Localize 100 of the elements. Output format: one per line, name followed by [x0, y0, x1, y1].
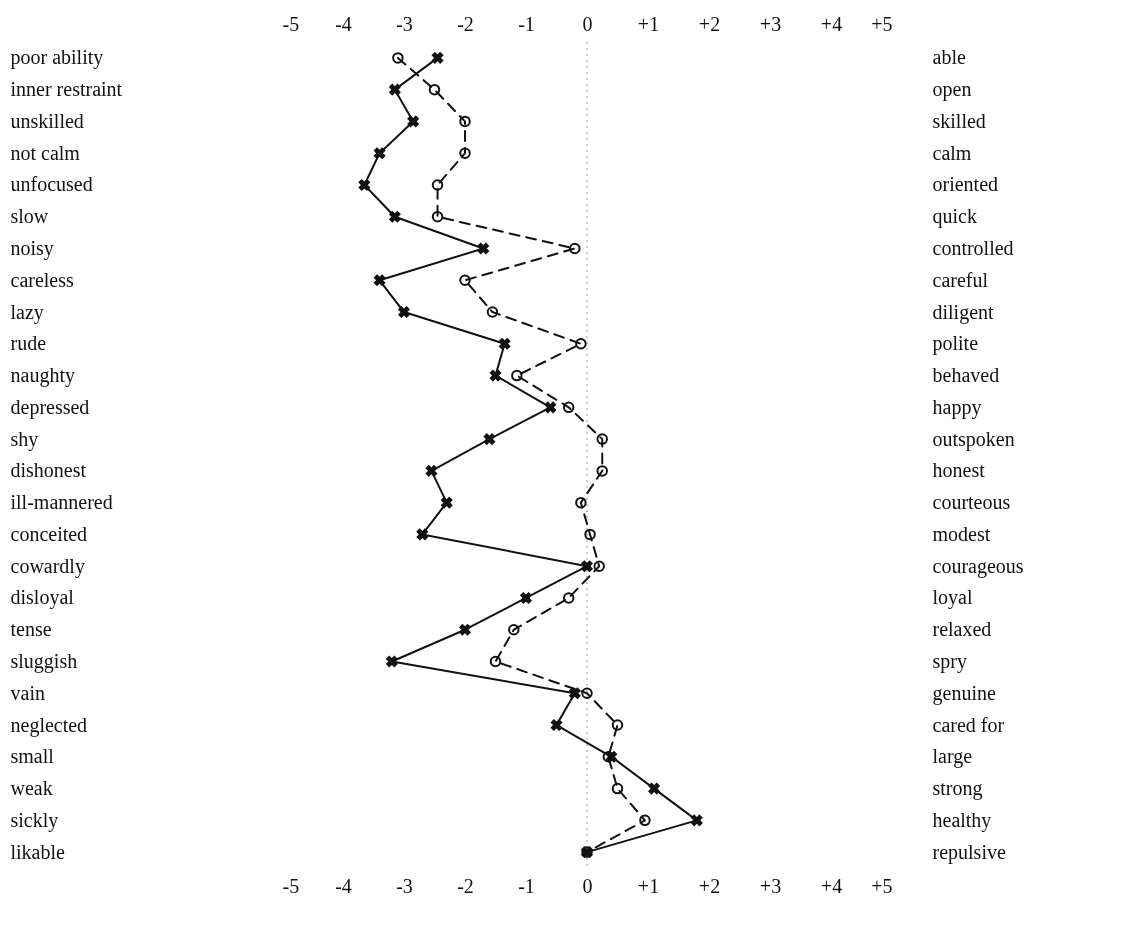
y-tick-label: inner restraint — [10, 78, 123, 101]
x-tick-label: +4 — [820, 12, 843, 35]
y-tick-label: sluggish — [10, 650, 78, 673]
point — [486, 306, 499, 318]
point — [407, 115, 420, 128]
y2-tick-label: relaxed — [932, 618, 992, 641]
point — [477, 242, 490, 255]
y2-tick-label: calm — [932, 141, 972, 164]
y-tick-label: unfocused — [10, 173, 93, 196]
point — [373, 274, 386, 287]
x2-tick-label: -4 — [335, 874, 352, 897]
y-tick-label: vain — [10, 681, 45, 704]
y2-tick-label: diligent — [932, 300, 995, 324]
point — [416, 528, 429, 541]
y2-tick-label: courteous — [932, 491, 1011, 514]
point — [562, 592, 575, 604]
point — [508, 624, 520, 636]
point — [568, 687, 581, 700]
point — [431, 211, 444, 223]
y2-tick-label: repulsive — [932, 840, 1006, 864]
point — [575, 338, 587, 350]
point — [459, 274, 471, 286]
point — [388, 210, 401, 223]
y-tick-label: slow — [10, 205, 49, 228]
y-tick-label: neglected — [10, 713, 88, 737]
x-tick-label: -1 — [518, 12, 535, 35]
point — [373, 147, 386, 160]
y2-tick-label: careful — [932, 268, 989, 291]
y2-tick-label: modest — [932, 522, 991, 545]
point — [458, 623, 472, 636]
y2-tick-label: skilled — [932, 109, 986, 132]
x-tick-label: -2 — [457, 12, 474, 35]
point — [690, 814, 703, 827]
point — [593, 560, 605, 572]
point — [498, 337, 511, 350]
point — [550, 718, 563, 732]
y-tick-label: ill-mannered — [10, 491, 113, 514]
y2-tick-label: behaved — [932, 364, 1000, 387]
point — [397, 305, 411, 319]
y2-tick-label: large — [932, 745, 973, 769]
y2-tick-label: courageous — [932, 554, 1024, 578]
point — [489, 655, 502, 668]
y2-tick-label: polite — [932, 332, 979, 356]
x2-tick-label: +1 — [637, 874, 660, 897]
x-tick-label: -3 — [396, 12, 413, 35]
point — [358, 178, 371, 192]
point — [519, 591, 533, 605]
y-tick-label: tense — [10, 618, 52, 641]
x2-tick-label: -1 — [518, 874, 535, 897]
y-tick-label: likable — [10, 840, 66, 863]
point — [511, 369, 523, 382]
x2-tick-label: +5 — [871, 874, 893, 897]
point — [392, 52, 404, 64]
point — [489, 369, 502, 382]
x2-tick-label: -2 — [457, 874, 474, 897]
x-tick-label: +3 — [759, 12, 782, 35]
x-tick-label: -5 — [282, 12, 300, 35]
point — [428, 83, 441, 96]
y2-tick-label: happy — [932, 395, 982, 419]
y-tick-label: careless — [10, 268, 75, 291]
x2-tick-label: -3 — [396, 874, 413, 897]
point — [596, 465, 608, 477]
point — [431, 51, 444, 64]
x-tick-label: +2 — [698, 12, 721, 35]
y2-tick-label: genuine — [932, 681, 996, 705]
point — [575, 496, 587, 509]
point — [611, 782, 624, 795]
y-tick-label: depressed — [10, 395, 90, 419]
y-tick-label: noisy — [10, 237, 54, 260]
y2-tick-label: strong — [932, 777, 983, 801]
point — [596, 433, 608, 445]
x-tick-label: +5 — [871, 12, 893, 35]
x-tick-label: 0 — [582, 12, 593, 35]
y-tick-label: shy — [10, 427, 39, 451]
x-tick-label: -4 — [335, 12, 352, 35]
y2-tick-label: controlled — [932, 237, 1014, 259]
point — [440, 496, 453, 509]
point — [569, 242, 581, 255]
y2-tick-label: cared for — [932, 713, 1005, 736]
y2-tick-label: outspoken — [932, 427, 1015, 451]
y2-tick-label: honest — [932, 459, 986, 482]
y-tick-label: sickly — [10, 808, 59, 832]
x-tick-label: +1 — [637, 12, 660, 35]
y-tick-label: cowardly — [10, 554, 85, 578]
point — [648, 782, 661, 795]
y2-tick-label: able — [932, 46, 966, 69]
x2-tick-label: -5 — [282, 874, 300, 897]
point — [639, 814, 651, 827]
y-tick-label: poor ability — [10, 46, 104, 70]
y-tick-label: small — [10, 745, 55, 768]
x2-tick-label: 0 — [582, 874, 593, 897]
point — [483, 433, 496, 446]
y-tick-label: conceited — [10, 522, 88, 545]
y-tick-label: dishonest — [10, 459, 87, 482]
point — [544, 401, 557, 414]
y2-tick-label: spry — [932, 650, 967, 673]
point — [459, 147, 471, 159]
point — [459, 115, 471, 128]
y-tick-label: rude — [10, 332, 47, 355]
point — [385, 655, 398, 668]
